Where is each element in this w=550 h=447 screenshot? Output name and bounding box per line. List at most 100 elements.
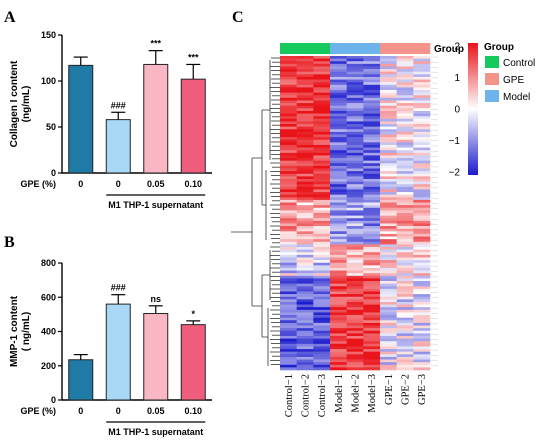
heatmap-cell [330, 134, 347, 138]
heatmap-cell [280, 367, 297, 371]
heatmap-cell [363, 165, 381, 169]
heatmap-cell [346, 100, 364, 104]
heatmap-cell [346, 315, 364, 318]
heatmap-cell [363, 118, 381, 122]
heatmap-cell [413, 333, 431, 337]
heatmap-cell [363, 100, 381, 104]
heatmap-cell [313, 82, 331, 86]
category-label: 0.05 [147, 406, 165, 416]
heatmap-cell [413, 254, 431, 258]
heatmap-cell [363, 286, 381, 290]
heatmap-cell [346, 233, 364, 237]
heatmap-cell [330, 163, 347, 167]
dendrogram-root [231, 158, 253, 306]
heatmap-cell [380, 213, 397, 216]
heatmap-cell [346, 299, 364, 303]
heatmap-cell [313, 158, 331, 161]
heatmap-cell [346, 247, 364, 250]
heatmap-cell [280, 241, 297, 245]
heatmap-cell [396, 362, 414, 366]
heatmap-cell [313, 291, 331, 295]
heatmap-cell [380, 82, 397, 86]
heatmap-cell [330, 150, 347, 154]
heatmap-cell [380, 92, 397, 96]
heatmap-cell [346, 139, 364, 143]
heatmap-cell [330, 121, 347, 125]
heatmap-cell [363, 155, 381, 159]
heatmap-cell [413, 367, 431, 371]
heatmap-cell [380, 341, 397, 345]
heatmap-cell [296, 142, 314, 146]
heatmap-cell [396, 103, 414, 107]
heatmap-cell [396, 61, 414, 65]
heatmap-cell [380, 126, 397, 130]
heatmap-cell [380, 233, 397, 237]
heatmap-cell [363, 210, 381, 214]
heatmap-cell [280, 186, 297, 190]
heatmap-cell [280, 215, 297, 219]
heatmap-cell [413, 257, 431, 261]
heatmap-cell [380, 71, 397, 75]
heatmap-cell [313, 218, 331, 222]
heatmap-cell [380, 84, 397, 88]
heatmap-cell [380, 231, 397, 235]
heatmap-cell [313, 262, 331, 266]
heatmap-cell [330, 87, 347, 91]
heatmap-cell [363, 199, 381, 203]
group-legend-label: Control [503, 58, 535, 69]
significance-label: *** [150, 39, 161, 49]
heatmap-cell [413, 142, 431, 146]
heatmap-cell [363, 320, 381, 324]
heatmap-cell [313, 254, 331, 258]
heatmap-cell [363, 236, 381, 240]
heatmap-cell [313, 228, 331, 232]
heatmap-cell [346, 215, 364, 219]
heatmap-cell [380, 69, 397, 72]
heatmap-cell [296, 150, 314, 154]
heatmap-cell [396, 113, 414, 117]
heatmap-cell [280, 333, 297, 337]
heatmap-cell [330, 341, 347, 345]
heatmap-cell [313, 301, 331, 305]
heatmap-cell [346, 359, 364, 363]
heatmap-cell [330, 304, 347, 308]
heatmap-cell [363, 69, 381, 72]
heatmap-cell [413, 147, 431, 151]
heatmap-cell [330, 320, 347, 324]
heatmap-cell [413, 301, 431, 305]
heatmap-cell [280, 239, 297, 243]
heatmap-cell [396, 144, 414, 148]
group-annotation-cell [330, 43, 347, 54]
heatmap-cell [363, 197, 381, 201]
heatmap-cell [346, 273, 364, 277]
heatmap-cell [396, 341, 414, 345]
heatmap-cell [313, 249, 331, 253]
heatmap-cell [346, 367, 364, 371]
heatmap-cell [296, 286, 314, 290]
heatmap-cell [380, 103, 397, 107]
heatmap-cell [330, 126, 347, 130]
heatmap-cell [363, 299, 381, 303]
heatmap-cell [330, 155, 347, 159]
heatmap-cell [346, 317, 364, 321]
heatmap-cell [380, 288, 397, 292]
heatmap-cell [413, 275, 431, 279]
heatmap-cell [396, 249, 414, 253]
heatmap-cell [280, 189, 297, 193]
heatmap-cell [380, 220, 397, 224]
heatmap-column-label: Model−1 [334, 374, 345, 413]
heatmap-cell [380, 260, 397, 264]
heatmap-cell [413, 312, 431, 316]
heatmap-cell [296, 100, 314, 104]
heatmap-cell [363, 322, 381, 326]
heatmap-cell [280, 144, 297, 148]
heatmap-cell [346, 118, 364, 122]
heatmap-cell [296, 307, 314, 311]
heatmap-cell [280, 116, 297, 120]
heatmap-cell [313, 97, 331, 101]
heatmap-cell [296, 275, 314, 279]
heatmap-cell [396, 226, 414, 229]
heatmap-cell [280, 152, 297, 156]
heatmap-cell [363, 359, 381, 363]
heatmap-cell [280, 270, 297, 274]
